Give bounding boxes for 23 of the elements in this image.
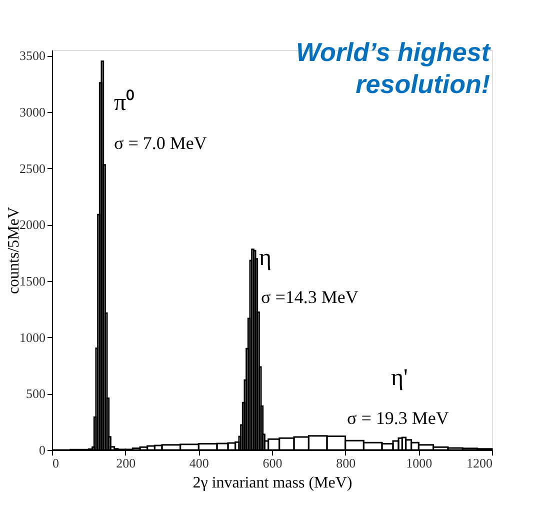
annotation: σ = 7.0 MeV (114, 133, 207, 153)
x-tick-label: 400 (189, 456, 209, 470)
y-tick-label: 500 (26, 386, 46, 402)
annotation: π⁰ (114, 89, 134, 116)
y-tick-label: 1000 (20, 330, 46, 345)
x-tick-label: 1000 (406, 456, 432, 470)
y-tick-label: 3500 (20, 48, 46, 64)
x-tick-label: 600 (262, 456, 282, 470)
y-tick-label: 0 (39, 442, 46, 458)
annotation: η' (391, 365, 408, 391)
x-axis-title: 2γ invariant mass (MeV) (192, 474, 352, 492)
annotation: σ = 19.3 MeV (347, 408, 449, 428)
x-tick-label: 0 (52, 456, 59, 470)
annotation: σ =14.3 MeV (261, 287, 358, 307)
x-tick-label: 800 (336, 456, 356, 470)
y-tick-label: 2500 (20, 160, 46, 176)
y-tick-label: 1500 (20, 273, 46, 288)
x-tick-label: 1200 (466, 456, 492, 470)
annotation: World’s highest resolution! (296, 37, 492, 99)
x-tick-label: 200 (116, 456, 136, 470)
y-tick-label: 3000 (20, 104, 46, 120)
annotation: η (259, 245, 272, 271)
y-tick-label: 2000 (20, 217, 46, 232)
